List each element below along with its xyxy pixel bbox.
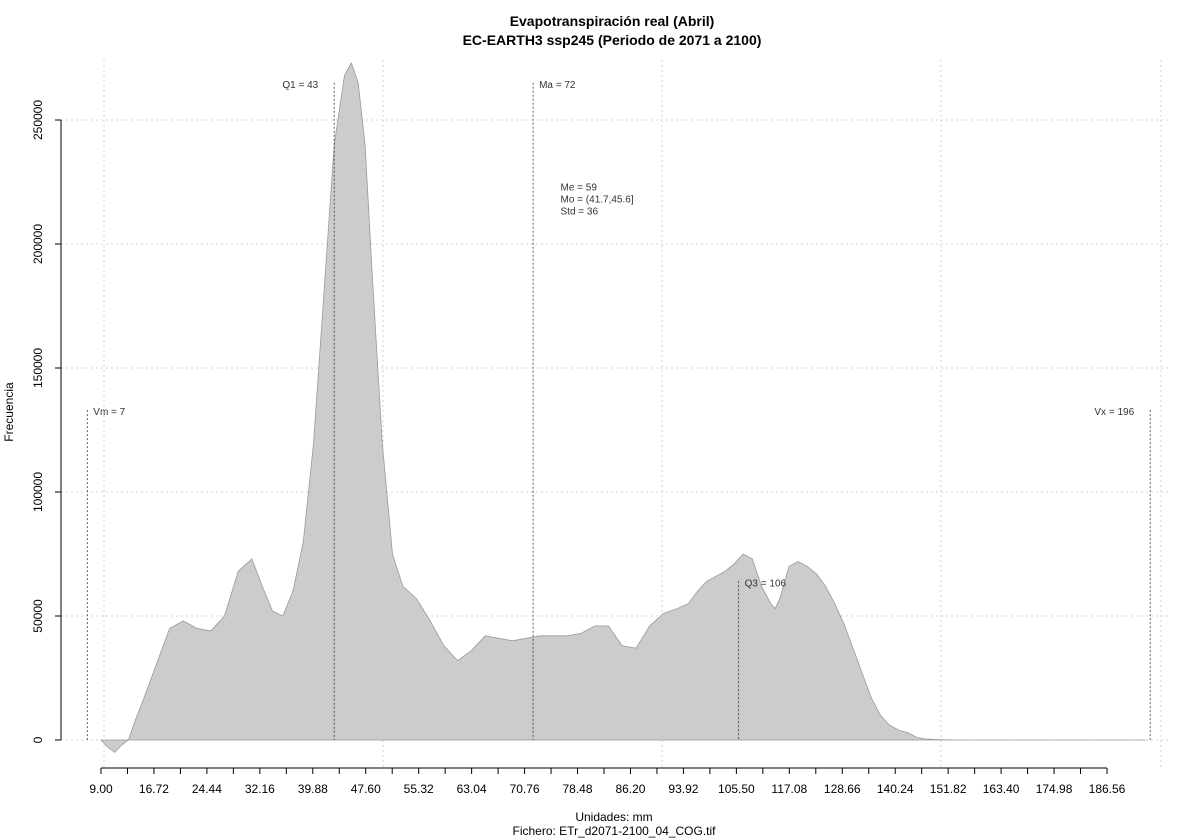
statistic-lines bbox=[86, 82, 1151, 740]
y-tick-label: 50000 bbox=[31, 599, 45, 633]
x-axis-label: Unidades: mm bbox=[575, 810, 652, 824]
stat-label-0: Vm = 7 bbox=[93, 407, 125, 418]
x-tick-label: 39.88 bbox=[298, 782, 328, 796]
stat-label-3: Q3 = 106 bbox=[745, 578, 787, 589]
y-axis-label: Frecuencia bbox=[2, 382, 16, 442]
y-tick-label: 100000 bbox=[31, 472, 45, 512]
x-tick-label: 47.60 bbox=[351, 782, 381, 796]
chart-title: Evapotranspiración real (Abril) bbox=[510, 13, 715, 29]
density-series-area bbox=[100, 62, 1146, 753]
y-tick-label: 150000 bbox=[31, 348, 45, 388]
stat-label-1: Q1 = 43 bbox=[282, 80, 318, 91]
x-tick-label: 16.72 bbox=[139, 782, 169, 796]
x-tick-label: 93.92 bbox=[668, 782, 698, 796]
chart-subtitle: EC-EARTH3 ssp245 (Periodo de 2071 a 2100… bbox=[463, 32, 762, 48]
x-tick-label: 140.24 bbox=[877, 782, 914, 796]
stat-label-4: Vx = 196 bbox=[1094, 407, 1134, 418]
file-name-footer: Fichero: ETr_d2071-2100_04_COG.tif bbox=[513, 824, 717, 838]
stats-text-0: Me = 59 bbox=[561, 182, 598, 193]
x-tick-label: 63.04 bbox=[457, 782, 487, 796]
x-tick-label: 117.08 bbox=[771, 782, 807, 796]
x-tick-label: 78.48 bbox=[563, 782, 593, 796]
x-tick-label: 105.50 bbox=[718, 782, 755, 796]
density-area bbox=[100, 62, 1146, 753]
y-tick-label: 200000 bbox=[31, 224, 45, 264]
x-tick-label: 151.82 bbox=[930, 782, 967, 796]
x-tick-label: 174.98 bbox=[1036, 782, 1073, 796]
stat-label-2: Ma = 72 bbox=[539, 80, 576, 91]
x-tick-label: 9.00 bbox=[89, 782, 113, 796]
x-tick-label: 24.44 bbox=[192, 782, 222, 796]
x-tick-label: 186.56 bbox=[1089, 782, 1126, 796]
y-tick-label: 250000 bbox=[31, 100, 45, 140]
stats-text-2: Std = 36 bbox=[561, 206, 599, 217]
x-tick-label: 163.40 bbox=[983, 782, 1020, 796]
y-tick-label: 0 bbox=[31, 736, 45, 743]
annotations: Vm = 7 Q1 = 43 Ma = 72 Q3 = 106 Vx = 196 Me =… bbox=[93, 80, 1134, 589]
x-tick-label: 55.32 bbox=[404, 782, 434, 796]
x-tick-label: 32.16 bbox=[245, 782, 275, 796]
axes: 0 50000 100000 150000 200000 250000 9.00 16.72 2… bbox=[31, 100, 1126, 796]
stats-text-1: Mo = (41.7,45.6] bbox=[561, 194, 634, 205]
x-tick-label: 86.20 bbox=[615, 782, 645, 796]
x-tick-label: 128.66 bbox=[824, 782, 861, 796]
x-tick-label: 70.76 bbox=[510, 782, 540, 796]
